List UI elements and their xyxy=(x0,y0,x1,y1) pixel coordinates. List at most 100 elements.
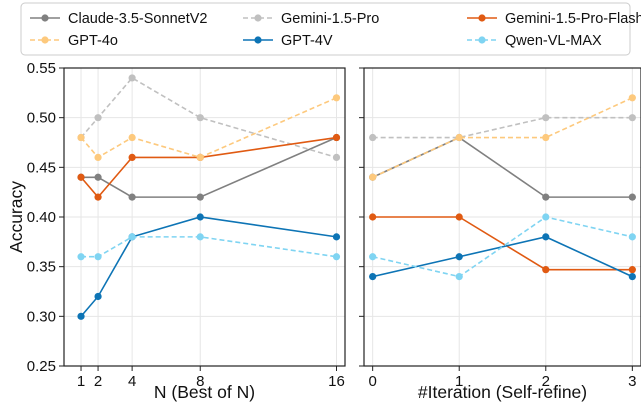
y-axis xyxy=(359,67,364,367)
data-point xyxy=(332,253,341,261)
data-point xyxy=(128,153,136,161)
series-line xyxy=(372,97,633,178)
y-tick-label: 0.30 xyxy=(27,308,56,325)
data-point xyxy=(455,213,463,221)
data-point xyxy=(542,114,550,122)
y-tick-label: 0.50 xyxy=(27,110,56,127)
data-point xyxy=(77,173,85,181)
legend-frame xyxy=(20,2,631,56)
legend-item-gpt-4o: GPT-4o xyxy=(30,33,118,49)
x-tick-label: 16 xyxy=(328,373,345,390)
series-layer xyxy=(77,74,341,320)
data-point xyxy=(369,273,377,281)
legend-label: GPT-4o xyxy=(68,33,118,49)
x-tick-label: 2 xyxy=(94,373,102,390)
series-line xyxy=(372,136,633,198)
data-point xyxy=(332,153,341,161)
x-axis-label: N (Best of N) xyxy=(154,382,255,402)
data-point xyxy=(77,312,85,320)
legend-label: Gemini-1.5-Pro xyxy=(281,11,379,27)
data-point xyxy=(94,114,102,122)
series-layer xyxy=(369,94,636,281)
data-point xyxy=(542,193,550,201)
series-line xyxy=(372,216,633,278)
series-line xyxy=(80,76,337,159)
data-point xyxy=(332,233,341,241)
data-point xyxy=(94,153,102,161)
data-point xyxy=(455,253,463,261)
x-axis: 0 1 2 3 xyxy=(368,366,637,390)
series-line xyxy=(80,97,337,159)
data-point xyxy=(77,133,85,142)
legend-label: GPT-4V xyxy=(281,33,333,49)
data-point xyxy=(369,173,377,181)
series-gpt-4o xyxy=(77,94,341,161)
data-point xyxy=(628,273,636,281)
x-tick-label: 1 xyxy=(77,373,85,390)
series-gpt-4v xyxy=(369,233,636,281)
legend-item-gpt-4v: GPT-4V xyxy=(243,33,333,49)
legend-marker xyxy=(478,14,486,22)
series-gemini-1-5-pro xyxy=(369,114,636,142)
data-point xyxy=(542,213,550,221)
data-point xyxy=(94,292,102,301)
data-point xyxy=(196,193,204,201)
series-gemini-1-5-pro-flash xyxy=(369,213,636,274)
data-point xyxy=(542,233,550,241)
legend-marker xyxy=(41,14,49,22)
y-axis-label: Accuracy xyxy=(6,181,26,253)
series-line xyxy=(81,236,337,258)
data-point xyxy=(369,133,377,142)
panel-best-of-n: 0.25 0.30 0.35 0.40 0.45 0.50 0.55 1 2 4 8 16 N (Bes… xyxy=(6,60,346,402)
data-point xyxy=(628,233,636,241)
legend-item-gemini-1-5-pro-flash: Gemini-1.5-Pro-Flash xyxy=(467,11,641,27)
y-tick-label: 0.40 xyxy=(27,209,56,226)
data-point xyxy=(196,153,204,161)
data-point xyxy=(628,266,636,274)
y-tick-label: 0.35 xyxy=(27,259,56,276)
y-axis: 0.25 0.30 0.35 0.40 0.45 0.50 0.55 xyxy=(27,60,64,375)
x-tick-label: 1 xyxy=(455,373,463,390)
y-tick-label: 0.25 xyxy=(27,358,56,375)
data-point xyxy=(94,173,102,181)
legend-label: Claude-3.5-SonnetV2 xyxy=(68,11,207,27)
data-point xyxy=(455,133,463,142)
legend-item-gemini-1-5-pro: Gemini-1.5-Pro xyxy=(243,11,379,27)
legend-label: Qwen-VL-MAX xyxy=(505,33,602,49)
series-gpt-4o xyxy=(369,94,636,181)
data-point xyxy=(128,193,136,201)
legend-item-qwen-vl-max: Qwen-VL-MAX xyxy=(467,33,602,49)
legend-marker xyxy=(254,36,262,44)
data-point xyxy=(628,193,636,201)
data-point xyxy=(196,213,204,221)
legend-label: Gemini-1.5-Pro-Flash xyxy=(505,11,641,27)
data-point xyxy=(369,213,377,221)
data-point xyxy=(128,233,136,241)
plot-frame xyxy=(363,67,641,367)
y-tick-label: 0.55 xyxy=(27,60,56,77)
data-point xyxy=(196,114,204,122)
data-point xyxy=(332,133,341,142)
x-axis: 1 2 4 8 16 xyxy=(77,366,345,390)
data-point xyxy=(542,266,550,274)
data-point xyxy=(332,94,341,102)
x-axis-label: #Iteration (Self-refine) xyxy=(418,382,587,402)
legend: Claude-3.5-SonnetV2 Gemini-1.5-Pro Gemini-… xyxy=(20,2,641,56)
series-line xyxy=(372,216,633,271)
panel-self-refine: 0 1 2 3 #Iteration (Self-refine) xyxy=(359,67,641,402)
series-qwen-vl-max xyxy=(369,213,636,281)
data-point xyxy=(77,253,85,261)
data-point xyxy=(542,133,550,142)
series-line xyxy=(372,116,633,139)
legend-item-claude-3-5-sonnetv2: Claude-3.5-SonnetV2 xyxy=(30,11,207,27)
plot-frame xyxy=(63,67,346,367)
y-tick-label: 0.45 xyxy=(27,159,56,176)
data-point xyxy=(128,133,136,142)
data-point xyxy=(628,94,636,102)
legend-marker xyxy=(41,36,49,44)
legend-marker xyxy=(254,14,262,22)
data-point xyxy=(369,253,377,261)
x-tick-label: 3 xyxy=(628,373,636,390)
x-tick-label: 8 xyxy=(196,373,204,390)
